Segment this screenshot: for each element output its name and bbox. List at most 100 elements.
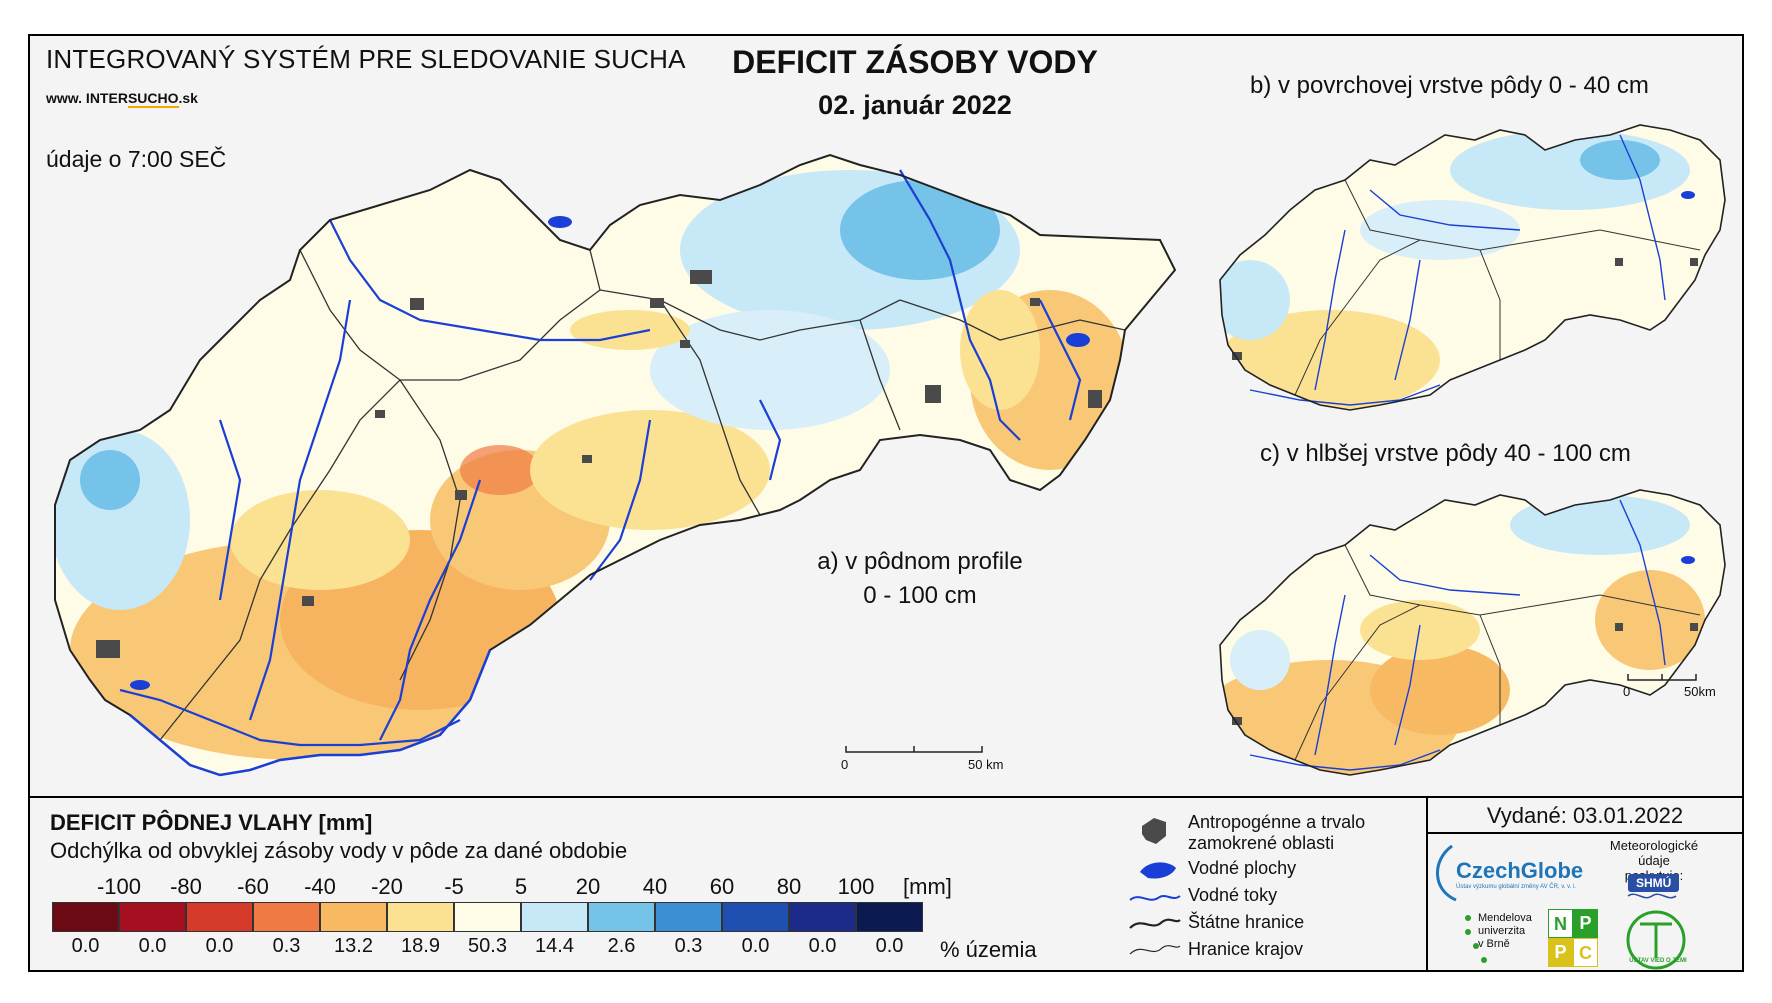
symbol-river <box>1129 895 1181 901</box>
legend-swatch <box>454 902 521 932</box>
legend-tick: -100 <box>96 874 142 899</box>
legend-percentage: 0.0 <box>205 935 234 957</box>
legend-swatch <box>521 902 588 932</box>
legend-title: DEFICIT PÔDNEJ VLAHY [mm] <box>50 810 373 835</box>
data-time-note: údaje o 7:00 SEČ <box>46 146 227 172</box>
legend-percentage: 50.3 <box>468 935 507 957</box>
url-suffix: .sk <box>178 90 198 106</box>
symbol-state-border <box>1129 918 1181 929</box>
map-a-slovakia <box>54 153 1177 777</box>
page-title: DEFICIT ZÁSOBY VODY <box>732 44 1098 80</box>
mendel-line3: v Brně <box>1478 938 1510 950</box>
map-date: 02. január 2022 <box>818 90 1012 120</box>
nppc-c: C <box>1573 938 1598 967</box>
symbol-river-label: Vodné toky <box>1188 885 1278 905</box>
map-c-label: c) v hlbšej vrstve pôdy 40 - 100 cm <box>1260 440 1631 467</box>
legend-tick: 60 <box>709 874 735 899</box>
legend-unit: [mm] <box>903 874 952 899</box>
legend-tick: 80 <box>776 874 802 899</box>
url-prefix: www. INTER <box>46 90 128 106</box>
symbol-anthropogenic-area <box>1142 818 1166 844</box>
legend-swatch <box>856 902 923 932</box>
uvz-name: ÚSTAV VIED O ZEMI <box>1629 958 1687 964</box>
map-b-label: b) v povrchovej vrstve pôdy 0 - 40 cm <box>1250 72 1649 99</box>
legend-swatch <box>253 902 320 932</box>
issued-date: Vydané: 03.01.2022 <box>1486 803 1684 828</box>
scale-small-zero: 0 <box>1623 684 1631 699</box>
legend-swatch <box>789 902 856 932</box>
legend-swatch <box>119 902 186 932</box>
system-url[interactable]: www. INTERSUCHO.sk <box>46 90 198 108</box>
issued-panel <box>1426 796 1744 972</box>
scale-main-zero: 0 <box>841 757 849 772</box>
legend-percentage: 13.2 <box>334 935 373 957</box>
mendel-university: Mendelova univerzita v Brně <box>1478 912 1532 951</box>
legend-swatch <box>186 902 253 932</box>
map-a-label-line2: 0 - 100 cm <box>863 582 977 609</box>
legend-swatch <box>52 902 119 932</box>
legend-percentage: 18.9 <box>401 935 440 957</box>
map-c-slovakia <box>1219 489 1726 776</box>
legend-panel <box>28 796 1744 972</box>
map-a-label: a) v pôdnom profile 0 - 100 cm <box>770 545 1070 613</box>
nppc-p2: P <box>1548 938 1573 967</box>
legend-tick: 100 <box>837 874 875 899</box>
symbol-anthropogenic-line2: zamokrené oblasti <box>1188 833 1335 853</box>
legend-swatch <box>387 902 454 932</box>
mendel-line2: univerzita <box>1478 925 1526 937</box>
legend-tick: -20 <box>371 874 403 899</box>
legend-percentage: 0.0 <box>808 935 837 957</box>
scale-bar-small <box>1627 674 1697 681</box>
legend-tick: 40 <box>642 874 668 899</box>
czechglobe-subtitle: Ústav výzkumu globální změny AV ČR, v. v… <box>1456 884 1577 890</box>
symbol-anthropogenic-line1: Antropogénne a trvalo <box>1188 812 1366 832</box>
legend-swatch <box>588 902 655 932</box>
legend-swatch <box>320 902 387 932</box>
issued-divider <box>1426 832 1744 834</box>
scale-small-end: 50km <box>1684 684 1716 699</box>
met-line1: Meteorologické <box>1609 838 1699 853</box>
symbol-water-body <box>1140 862 1176 879</box>
scale-bar-main <box>845 746 983 753</box>
met-line2: údaje <box>1638 853 1670 868</box>
nppc-logo: N P P C <box>1548 909 1598 967</box>
symbol-region-border-label: Hranice krajov <box>1188 939 1304 959</box>
legend-percentage: 0.0 <box>71 935 100 957</box>
legend-percentage: 14.4 <box>535 935 574 957</box>
map-b-slovakia <box>1219 124 1726 411</box>
legend-percentage: 0.3 <box>272 935 301 957</box>
map-a-label-line1: a) v pôdnom profile <box>817 548 1023 575</box>
legend-percentage: 0.0 <box>875 935 904 957</box>
legend-swatch <box>722 902 789 932</box>
system-title: INTEGROVANÝ SYSTÉM PRE SLEDOVANIE SUCHA <box>46 44 686 74</box>
symbol-water-label: Vodné plochy <box>1188 858 1297 878</box>
mendel-line1: Mendelova <box>1478 912 1532 924</box>
uvz-logo <box>1626 910 1686 970</box>
legend-tick: -5 <box>444 874 464 899</box>
legend-percentage: 0.3 <box>674 935 703 957</box>
shmu-logo: SHMÚ <box>1628 874 1680 892</box>
shmu-logo-waves <box>1627 893 1677 899</box>
symbol-anthropogenic-label: Antropogénne a trvalo zamokrené oblasti <box>1188 812 1365 854</box>
legend-percent-unit: % územia <box>940 937 1037 962</box>
legend-subtitle: Odchýlka od obvyklej zásoby vody v pôde … <box>50 838 628 863</box>
legend-tick: 20 <box>575 874 601 899</box>
legend-tick: -40 <box>304 874 336 899</box>
mendel-logo <box>1465 915 1487 963</box>
scale-main-end: 50 km <box>968 757 1004 772</box>
legend-swatch <box>655 902 722 932</box>
legend-percentage: 0.0 <box>741 935 770 957</box>
nppc-n: N <box>1548 909 1573 938</box>
legend-percentage: 2.6 <box>607 935 636 957</box>
legend-tick: 5 <box>514 874 528 899</box>
czechglobe-logo <box>1436 844 1457 902</box>
url-brand: SUCHO <box>127 90 179 108</box>
legend-percentage: 0.0 <box>138 935 167 957</box>
legend-tick: -60 <box>237 874 269 899</box>
nppc-p1: P <box>1573 909 1598 938</box>
symbol-region-border <box>1129 945 1181 955</box>
legend-tick: -80 <box>170 874 202 899</box>
symbol-state-border-label: Štátne hranice <box>1188 912 1305 932</box>
czechglobe-name: CzechGlobe <box>1456 858 1584 883</box>
